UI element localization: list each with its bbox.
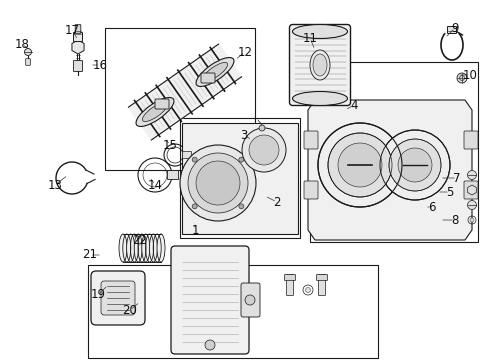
FancyBboxPatch shape [167, 171, 178, 180]
Ellipse shape [149, 234, 157, 262]
Text: 16: 16 [92, 59, 107, 72]
Ellipse shape [136, 98, 174, 126]
Circle shape [467, 201, 475, 210]
FancyBboxPatch shape [304, 131, 317, 149]
Ellipse shape [312, 54, 326, 76]
Text: 14: 14 [147, 179, 162, 192]
Text: 11: 11 [302, 32, 317, 45]
Circle shape [259, 125, 264, 131]
Circle shape [379, 130, 449, 200]
Text: 6: 6 [427, 201, 435, 213]
FancyBboxPatch shape [91, 271, 145, 325]
Circle shape [327, 133, 391, 197]
Ellipse shape [292, 24, 347, 39]
FancyBboxPatch shape [463, 181, 477, 199]
Circle shape [192, 157, 197, 162]
FancyBboxPatch shape [286, 274, 293, 296]
Text: 21: 21 [82, 248, 97, 261]
Circle shape [244, 295, 254, 305]
FancyBboxPatch shape [73, 60, 82, 72]
Circle shape [187, 153, 247, 213]
FancyBboxPatch shape [155, 99, 169, 109]
Ellipse shape [292, 91, 347, 105]
FancyBboxPatch shape [316, 274, 327, 280]
Ellipse shape [157, 234, 164, 262]
Polygon shape [72, 40, 84, 54]
Ellipse shape [142, 234, 149, 262]
Circle shape [180, 145, 256, 221]
Polygon shape [317, 130, 459, 200]
Text: 15: 15 [162, 139, 177, 152]
FancyBboxPatch shape [463, 131, 477, 149]
Text: 20: 20 [122, 303, 137, 316]
FancyBboxPatch shape [73, 32, 82, 41]
Text: 4: 4 [349, 99, 357, 112]
Ellipse shape [134, 234, 142, 262]
Text: 2: 2 [273, 195, 280, 208]
Circle shape [459, 76, 464, 81]
Polygon shape [182, 123, 297, 234]
Polygon shape [467, 185, 475, 195]
Circle shape [456, 73, 466, 83]
FancyBboxPatch shape [289, 24, 350, 105]
FancyBboxPatch shape [447, 27, 456, 33]
Polygon shape [307, 100, 471, 240]
Circle shape [242, 128, 285, 172]
Ellipse shape [202, 63, 227, 81]
Circle shape [469, 218, 473, 222]
Circle shape [196, 161, 240, 205]
Circle shape [238, 157, 244, 162]
Polygon shape [128, 44, 241, 140]
Circle shape [248, 135, 279, 165]
Text: 17: 17 [64, 23, 80, 36]
Circle shape [317, 123, 401, 207]
Ellipse shape [119, 234, 127, 262]
FancyBboxPatch shape [318, 274, 325, 296]
FancyBboxPatch shape [182, 152, 191, 158]
Text: 7: 7 [452, 171, 460, 185]
Text: 18: 18 [15, 37, 29, 50]
Circle shape [337, 143, 381, 187]
Circle shape [467, 171, 475, 180]
FancyBboxPatch shape [201, 73, 215, 83]
Ellipse shape [142, 103, 167, 122]
FancyBboxPatch shape [26, 59, 30, 65]
Text: 22: 22 [132, 234, 147, 247]
Circle shape [305, 288, 310, 292]
FancyBboxPatch shape [241, 283, 260, 317]
Text: 1: 1 [191, 224, 198, 237]
Circle shape [204, 340, 215, 350]
Ellipse shape [309, 50, 329, 80]
FancyBboxPatch shape [101, 281, 135, 315]
Circle shape [397, 148, 431, 182]
Text: 8: 8 [450, 213, 458, 226]
Circle shape [238, 204, 244, 209]
Circle shape [192, 204, 197, 209]
Text: 10: 10 [462, 68, 476, 81]
Ellipse shape [196, 58, 234, 86]
Text: 5: 5 [446, 185, 453, 198]
Text: 9: 9 [450, 22, 458, 35]
Text: 3: 3 [240, 129, 247, 141]
Text: 19: 19 [90, 288, 105, 302]
Text: 13: 13 [47, 179, 62, 192]
FancyBboxPatch shape [304, 181, 317, 199]
FancyBboxPatch shape [75, 25, 81, 33]
Circle shape [24, 49, 31, 55]
Text: 12: 12 [237, 45, 252, 59]
FancyBboxPatch shape [284, 274, 295, 280]
Ellipse shape [126, 234, 134, 262]
Circle shape [388, 139, 440, 191]
FancyBboxPatch shape [171, 246, 248, 354]
